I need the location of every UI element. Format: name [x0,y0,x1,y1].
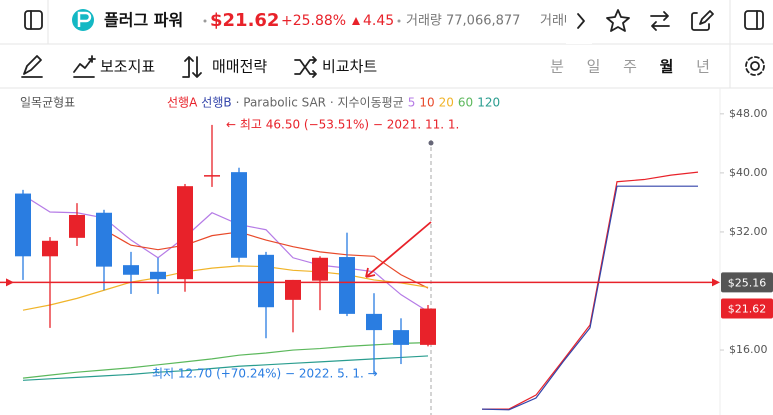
legend-entry: 5 [408,96,416,110]
compare-icon [294,56,317,78]
favorite-button[interactable] [606,9,630,32]
toolbar-button[interactable]: 매매전략 [212,58,267,76]
candle-body [123,265,139,275]
legend-entry: 선행A [167,95,198,110]
draw-button[interactable] [21,55,43,78]
candle-body [420,308,436,345]
y-tick-label: $40.00 [729,166,768,179]
logo [72,9,94,31]
more-button[interactable] [577,13,585,29]
indicator-line [103,229,429,289]
indicator-title: 일목균형표 [20,96,75,110]
y-tick-label: $32.00 [729,225,768,238]
toolbar-button[interactable]: 보조지표 [100,58,155,76]
legend-entry: 선행B [201,95,231,110]
candle-body [42,240,58,257]
change-pct: +25.88% [281,13,346,29]
indicator-icon [73,55,96,78]
legend-entry: 10 [419,96,434,110]
current-tag [721,298,773,319]
candle-body [258,254,274,308]
low-note: 최저 12.70 (+70.24%) − 2022. 5. 1. → [152,367,378,381]
candle-body [231,172,247,258]
now-dot [428,140,434,146]
y-tick-label: $16.00 [729,343,768,356]
settings-button[interactable] [745,56,765,76]
candle-body [96,212,112,267]
separator [397,19,401,23]
candle-body [15,193,31,257]
current-tag-label: $21.62 [728,303,767,316]
candle-body [177,186,193,280]
legend-entry: 60 [458,96,473,110]
candle-body [150,271,166,280]
legend-entry: 120 [477,96,500,110]
candle-body [393,330,409,345]
indicator-line [22,355,429,381]
plot [15,124,699,415]
indicator-line [22,265,429,311]
period-button[interactable]: 월 [660,58,674,76]
candle-body [339,257,355,314]
change: 4.45 [363,13,394,29]
candle-body [204,175,220,177]
more-bg [566,0,592,44]
strategy-icon [182,56,202,78]
toolbar: 보조지표 매매전략 비교차트 분 일 주 월 년 [100,58,710,76]
price-arrow [712,278,720,287]
legend-entry: 20 [439,96,454,110]
candle-body [366,313,382,331]
edit-button[interactable] [691,10,714,31]
legend-entry: · Parabolic SAR · 지수이동평균 [236,96,404,110]
separator [203,19,207,23]
panel-button[interactable] [744,10,764,30]
indicator-line [482,171,699,410]
indicator-line [22,194,429,313]
sidebar-icon[interactable] [24,10,43,30]
period-button[interactable]: 년 [696,58,710,76]
price: $21.62 [210,10,279,31]
candle-body [312,257,328,281]
volume: 거래량 77,066,877 [406,14,520,29]
annotation-arrow [365,221,432,278]
candle-body [285,279,301,300]
price-tag-label: $25.16 [728,276,767,289]
indicator-line [22,342,429,379]
toolbar-button[interactable]: 비교차트 [322,58,377,76]
period-button[interactable]: 주 [623,58,637,76]
price-arrow [6,278,14,287]
high-note: ← 최고 46.50 (−53.51%) − 2021. 11. 1. [226,118,459,132]
stock-name: 플러그 파워 [104,11,183,30]
up-triangle [352,17,360,25]
indicator-line [481,185,698,411]
period-button[interactable]: 분 [550,58,564,76]
candle-body [69,214,85,238]
price-tag [721,272,773,293]
y-tick-label: $48.00 [729,107,768,120]
period-button[interactable]: 일 [587,58,601,76]
compare-button[interactable] [650,11,670,31]
chart: $48.00 $40.00 $32.00 $16.00 $25.16 $21.62 일목균형… [0,95,773,415]
